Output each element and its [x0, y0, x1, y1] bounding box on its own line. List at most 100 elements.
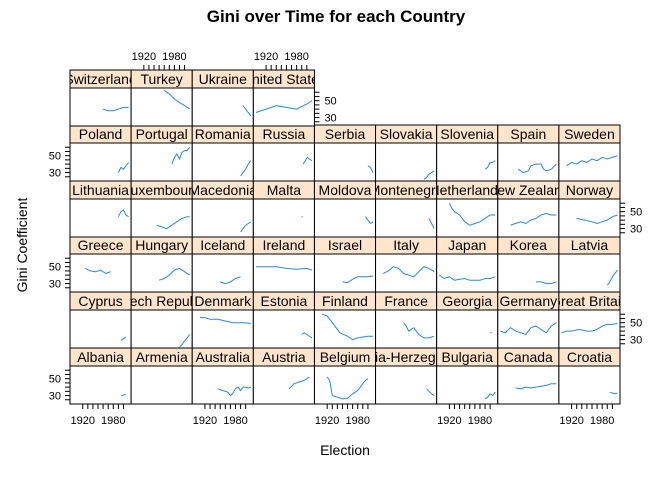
strip-label: Great Britain — [550, 293, 629, 309]
series-line — [120, 336, 127, 341]
panel-frame — [252, 309, 315, 349]
series-line — [403, 322, 435, 339]
series-line — [321, 313, 373, 341]
panel-frame — [497, 253, 560, 293]
series-line — [220, 276, 241, 285]
strip-label: Australia — [196, 349, 251, 365]
series-line — [242, 105, 252, 117]
panel-netherlands: Netherlands — [436, 180, 499, 238]
panel-frame — [69, 253, 132, 293]
series-line — [515, 383, 557, 390]
series-line — [163, 90, 190, 110]
panel-frame — [436, 142, 499, 182]
panel-denmark: Denmark — [191, 291, 254, 349]
panel-ireland: Ireland — [252, 235, 315, 293]
panel-estonia: Estonia — [252, 291, 315, 349]
x-tick-label-bottom: 1980 — [345, 415, 369, 427]
panel-spain: Spain — [497, 124, 560, 182]
panel-frame — [191, 198, 254, 238]
panel-frame — [558, 309, 621, 349]
panel-frame — [191, 365, 254, 405]
series-line — [240, 160, 252, 177]
series-line — [121, 394, 126, 397]
panel-switzerland: Switzerland — [69, 69, 132, 127]
panel-albania: Albania — [69, 347, 132, 405]
panel-russia: Russia — [252, 124, 315, 182]
panel-frame — [375, 198, 438, 238]
series-line — [561, 323, 618, 334]
strip-label: Slovakia — [380, 126, 433, 142]
x-tick-label-bottom: 1920 — [315, 415, 339, 427]
panel-ukraine: Ukraine — [191, 69, 254, 127]
strip-label: Latvia — [571, 237, 609, 253]
strip-label: New Zealand — [487, 182, 570, 198]
x-tick-label-top: 1920 — [132, 51, 156, 63]
strip-label: Turkey — [141, 71, 183, 87]
chart-title: Gini over Time for each Country — [207, 7, 466, 26]
axis-ticks: 1920 1980 1920 1980 1920 1980 1920 1980 1920 1980… — [49, 51, 643, 427]
x-tick-label-top: 1980 — [162, 51, 186, 63]
series-line — [517, 163, 557, 174]
series-line — [171, 146, 191, 165]
series-line — [438, 274, 496, 281]
panel-macedonia: Macedonia — [191, 180, 254, 238]
panel-norway: Norway — [558, 180, 621, 238]
panel-frame — [313, 309, 377, 349]
panel-frame — [191, 309, 254, 349]
panel-frame — [375, 309, 438, 349]
series-line — [217, 386, 251, 397]
series-line — [288, 376, 310, 390]
strip-header — [252, 69, 315, 89]
panel-france: France — [375, 291, 438, 349]
panel-frame — [497, 309, 560, 349]
panel-frame — [130, 253, 193, 293]
series-line — [301, 332, 313, 339]
series-line — [448, 202, 496, 226]
strip-label: Finland — [322, 293, 368, 309]
panel-frame — [69, 87, 132, 127]
y-tick-label-left: 50 — [49, 262, 61, 274]
series-line — [576, 214, 618, 225]
strip-label: Sweden — [564, 126, 615, 142]
strip-label: Hungary — [135, 237, 188, 253]
y-tick-label-left: 30 — [49, 168, 61, 180]
strip-label: Russia — [262, 126, 305, 142]
y-tick-label-right: 30 — [630, 224, 642, 236]
x-tick-label-bottom: 1980 — [223, 415, 247, 427]
panel-frame — [558, 365, 621, 405]
panel-frame — [436, 365, 499, 405]
panel-frame — [436, 198, 499, 238]
panel-finland: Finland — [313, 291, 377, 349]
panel-cyprus: Cyprus — [69, 291, 132, 349]
y-tick-label-right: 50 — [630, 318, 642, 330]
x-tick-label-bottom: 1920 — [437, 415, 461, 427]
strip-label: Bulgaria — [442, 349, 494, 365]
series-line — [158, 267, 190, 281]
strip-label: Lithuania — [72, 182, 129, 198]
series-line — [606, 269, 618, 286]
strip-label: Germany — [500, 293, 558, 309]
y-tick-label-right: 50 — [630, 207, 642, 219]
series-line — [255, 100, 313, 113]
strip-label: Israel — [328, 237, 362, 253]
strip-label: Canada — [504, 349, 553, 365]
strip-label: Slovenia — [440, 126, 494, 142]
y-tick-label-left: 30 — [49, 279, 61, 291]
panel-armenia: Armenia — [130, 347, 193, 405]
panel-frame — [313, 365, 377, 405]
strip-label: Austria — [262, 349, 306, 365]
x-tick-label-top: 1920 — [254, 51, 278, 63]
series-line — [302, 156, 313, 165]
panel-austria: Austria — [252, 347, 315, 405]
panel-belgium: Belgium — [313, 347, 377, 405]
series-line — [117, 209, 129, 218]
panel-slovakia: Slovakia — [375, 124, 438, 182]
y-axis-label: Gini Coefficient — [14, 198, 30, 293]
panel-frame — [130, 87, 193, 127]
panel-great-britain: Great Britain — [550, 291, 629, 349]
panel-frame — [497, 365, 560, 405]
strip-label: Montenegro — [369, 182, 444, 198]
panel-frame — [252, 142, 315, 182]
series-line — [510, 212, 557, 226]
